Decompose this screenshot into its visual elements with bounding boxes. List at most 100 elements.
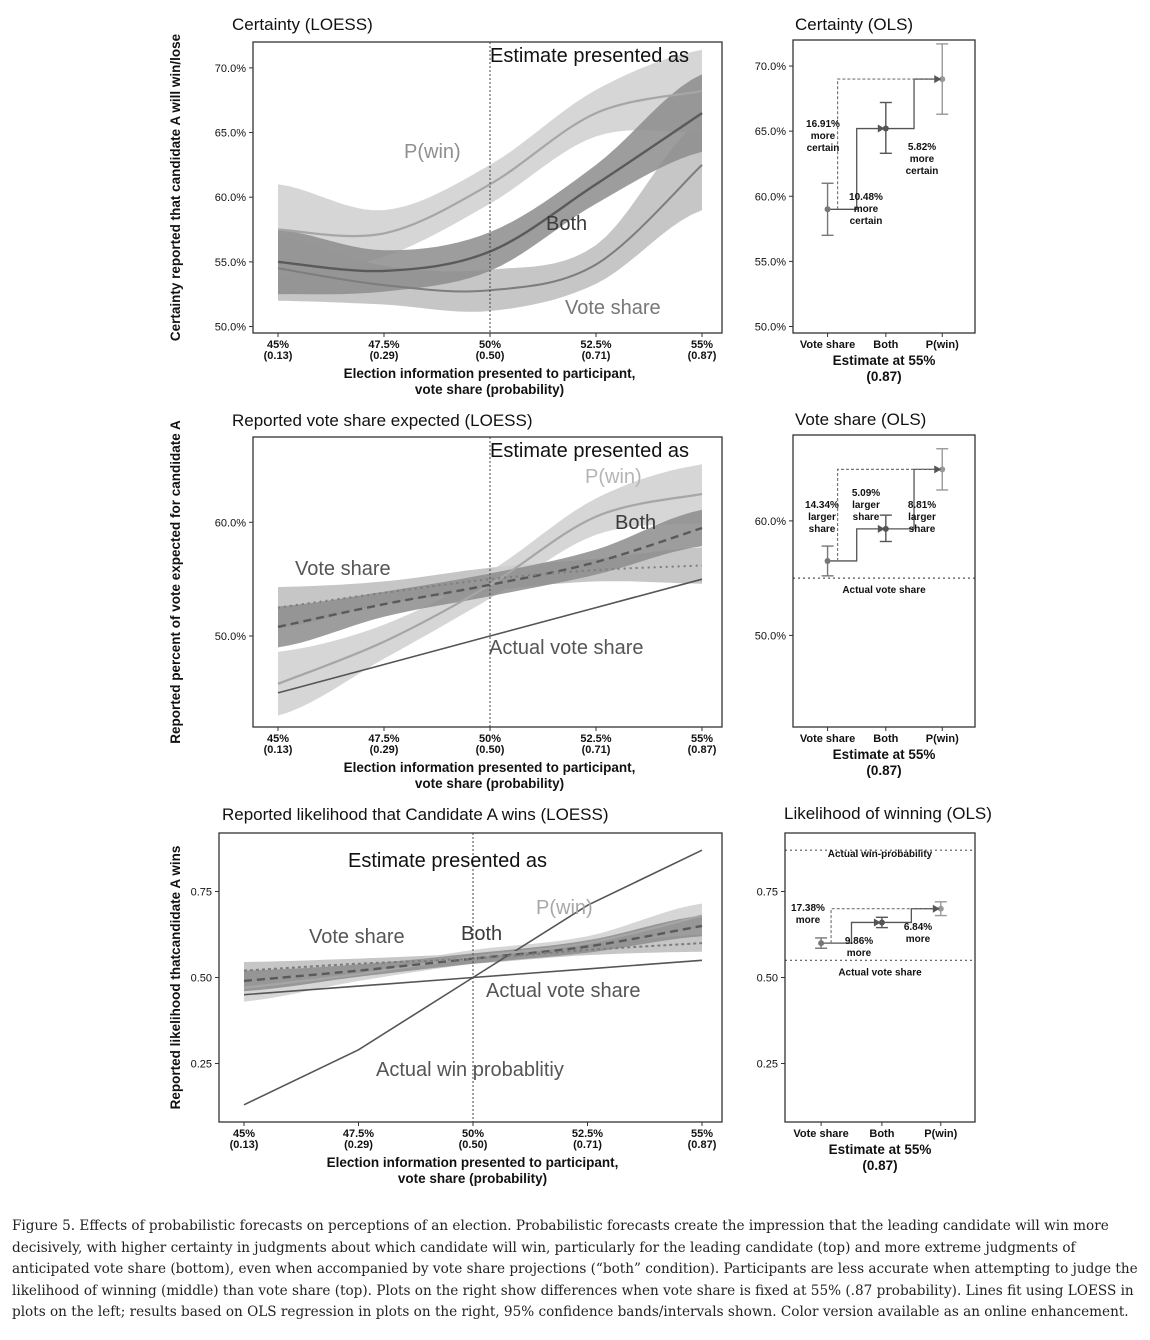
difference-annotation: 10.48% xyxy=(849,192,883,203)
series-label-vote-share: Vote share xyxy=(309,926,405,948)
x-tick-prob-label: (0.71) xyxy=(582,350,611,362)
series-label-actual-vote-share: Actual vote share xyxy=(489,637,644,659)
difference-annotation: more xyxy=(910,154,935,165)
difference-annotation: more xyxy=(811,131,836,142)
estimate-point xyxy=(882,125,889,132)
x-tick-label: 52.5% xyxy=(580,339,611,351)
loess-panel-0: Certainty (LOESS) Certainty reported that… xyxy=(168,15,723,397)
x-tick-label: 52.5% xyxy=(580,733,611,745)
y-tick-label: 55.0% xyxy=(215,257,246,269)
x-tick-label: Vote share xyxy=(800,733,855,745)
ci-band-p-win- xyxy=(244,903,702,1002)
x-tick-label: Vote share xyxy=(793,1128,848,1140)
x-tick-label: Both xyxy=(873,733,898,745)
estimate-point xyxy=(824,206,831,213)
difference-annotation: more xyxy=(854,204,879,215)
x-tick-prob-label: (0.87) xyxy=(688,744,717,756)
y-tick-label: 55.0% xyxy=(755,256,786,268)
y-tick-label: 0.75 xyxy=(191,886,212,898)
x-axis-label: vote share (probability) xyxy=(398,1171,547,1186)
x-tick-prob-label: (0.13) xyxy=(230,1139,259,1151)
x-tick-label: Both xyxy=(873,339,898,351)
difference-annotation: certain xyxy=(906,166,939,177)
series-label-both: Both xyxy=(546,213,587,235)
x-axis-label: vote share (probability) xyxy=(415,382,564,397)
x-axis-label: Estimate at 55% xyxy=(833,353,936,368)
arrow-head xyxy=(877,524,885,533)
overall-difference-connector xyxy=(836,468,943,561)
y-tick-label: 0.50 xyxy=(191,973,212,985)
series-label-both: Both xyxy=(461,923,502,945)
line-p-win- xyxy=(277,492,703,685)
panel-title: Likelihood of winning (OLS) xyxy=(784,804,992,823)
ols-panel-1: Vote share (OLS)Actual vote share14.34%l… xyxy=(755,410,976,778)
difference-annotation: share xyxy=(909,524,936,535)
y-tick-label: 60.0% xyxy=(755,191,786,203)
y-tick-label: 60.0% xyxy=(215,192,246,204)
x-tick-label: P(win) xyxy=(926,339,959,351)
difference-annotation: 9.86% xyxy=(845,936,873,947)
x-tick-label: 45% xyxy=(267,339,289,351)
y-tick-label: 0.25 xyxy=(757,1059,778,1071)
x-axis-label: vote share (probability) xyxy=(415,776,564,791)
x-tick-prob-label: (0.29) xyxy=(370,744,399,756)
series-label-both: Both xyxy=(615,512,656,534)
x-tick-label: 50% xyxy=(479,733,501,745)
plot-frame xyxy=(792,434,976,728)
difference-annotation: certain xyxy=(807,143,840,154)
y-tick-label: 0.75 xyxy=(757,886,778,898)
plot-frame xyxy=(252,41,723,334)
x-tick-prob-label: (0.13) xyxy=(264,350,293,362)
estimate-point xyxy=(939,466,946,473)
estimate-point xyxy=(937,905,944,912)
line-p-win- xyxy=(243,914,703,989)
x-tick-label: 52.5% xyxy=(572,1128,603,1140)
difference-annotation: more xyxy=(796,915,821,926)
plot-frame xyxy=(252,436,723,728)
estimate-point xyxy=(818,940,825,947)
arrow-head xyxy=(873,918,881,927)
x-axis-label: (0.87) xyxy=(862,1158,897,1173)
panel-title: Certainty (OLS) xyxy=(795,15,913,34)
x-tick-label: 47.5% xyxy=(368,733,399,745)
series-label-pwin: P(win) xyxy=(585,466,642,488)
x-tick-prob-label: (0.29) xyxy=(344,1139,373,1151)
x-tick-label: 47.5% xyxy=(343,1128,374,1140)
x-tick-label: Vote share xyxy=(800,339,855,351)
x-tick-label: P(win) xyxy=(924,1128,957,1140)
x-axis-label: Election information presented to partic… xyxy=(344,760,636,775)
y-tick-label: 0.25 xyxy=(191,1059,212,1071)
reference-label: Actual win-probability xyxy=(828,849,933,860)
difference-annotation: 5.82% xyxy=(908,142,936,153)
difference-annotation: 17.38% xyxy=(791,903,825,914)
ols-panel-2: Likelihood of winning (OLS) Actual win-pr… xyxy=(757,804,992,1173)
x-tick-prob-label: (0.50) xyxy=(459,1139,488,1151)
x-axis-label: Estimate at 55% xyxy=(829,1142,932,1157)
difference-annotation: larger xyxy=(808,512,836,523)
x-tick-prob-label: (0.71) xyxy=(582,744,611,756)
legend-title: Estimate presented as xyxy=(348,850,547,872)
estimate-point xyxy=(878,919,885,926)
x-tick-prob-label: (0.50) xyxy=(476,350,505,362)
difference-annotation: more xyxy=(847,948,872,959)
difference-annotation: 14.34% xyxy=(805,500,839,511)
overall-difference-connector xyxy=(836,78,943,210)
y-tick-label: 50.0% xyxy=(215,631,246,643)
x-tick-prob-label: (0.13) xyxy=(264,744,293,756)
difference-annotation: certain xyxy=(850,216,883,227)
overall-difference-connector xyxy=(830,908,941,944)
series-label-vote-share: Vote share xyxy=(565,297,661,319)
estimate-point xyxy=(882,525,889,532)
difference-annotation: share xyxy=(809,524,836,535)
difference-annotation: larger xyxy=(852,500,880,511)
difference-annotation: share xyxy=(853,512,880,523)
legend-title: Estimate presented as xyxy=(490,45,689,67)
x-tick-label: 55% xyxy=(691,339,713,351)
panel-title: Vote share (OLS) xyxy=(795,410,926,429)
difference-annotation: 16.91% xyxy=(806,119,840,130)
x-tick-prob-label: (0.71) xyxy=(573,1139,602,1151)
figure-canvas: Certainty (LOESS) Certainty reported that… xyxy=(168,15,992,1186)
y-tick-label: 60.0% xyxy=(215,517,246,529)
y-tick-label: 65.0% xyxy=(215,128,246,140)
panel-title: Reported vote share expected (LOESS) xyxy=(232,411,533,430)
